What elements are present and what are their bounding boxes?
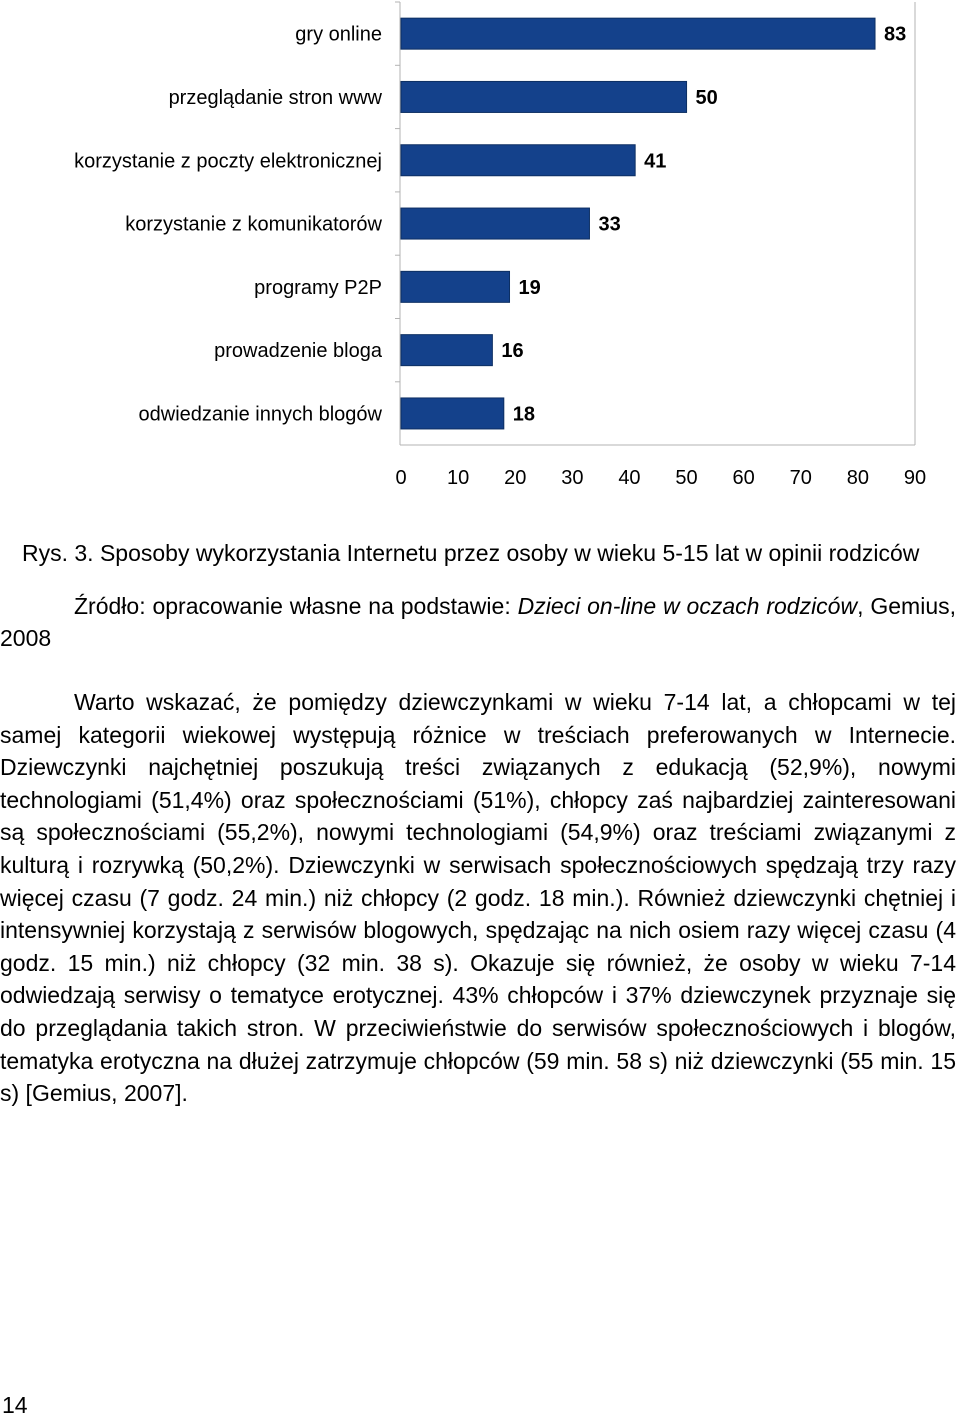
bar-1: [400, 80, 688, 113]
x-tick-label-1: 10: [447, 467, 469, 489]
x-tick-label-9: 90: [904, 467, 926, 489]
value-labels: 83 50 41 33 19 16 18: [501, 24, 906, 426]
bar-2: [400, 144, 636, 177]
source-title: Dzieci on-line w oczach rodziców: [517, 593, 858, 619]
value-label-3: 33: [598, 214, 620, 236]
x-tick-label-7: 70: [790, 467, 812, 489]
x-tick-label-3: 30: [561, 467, 583, 489]
bar-chart: gry online przeglądanie stron www korzysta…: [74, 1, 926, 489]
figure-caption: Rys. 3. Sposoby wykorzystania Internetu …: [22, 540, 920, 566]
value-label-2: 41: [644, 150, 666, 172]
x-axis-ticks: 0 10 20 30 40 50 60 70 80 90: [395, 467, 926, 489]
category-label-5: prowadzenie bloga: [214, 340, 383, 362]
x-tick-label-0: 0: [395, 467, 406, 489]
category-labels: gry online przeglądanie stron www korzysta…: [74, 24, 383, 426]
category-label-1: przeglądanie stron www: [169, 87, 383, 109]
source-prefix: Źródło: opracowanie własne na podstawie:: [74, 593, 518, 619]
x-tick-label-5: 50: [675, 467, 697, 489]
category-label-4: programy P2P: [254, 277, 382, 299]
x-tick-label-8: 80: [847, 467, 869, 489]
bar-5: [400, 334, 493, 367]
bar-4: [400, 270, 511, 303]
value-label-4: 19: [519, 277, 541, 299]
value-label-5: 16: [501, 340, 523, 362]
plot-frame: [395, 1, 916, 446]
source-suffix: , Gemius, 2008: [0, 593, 957, 651]
category-label-0: gry online: [295, 24, 382, 46]
category-label-2: korzystanie z poczty elektronicznej: [74, 150, 382, 172]
category-label-6: odwiedzanie innych blogów: [139, 403, 383, 425]
figure-source: Źródło: opracowanie własne na podstawie:…: [0, 590, 956, 654]
x-tick-label-6: 60: [733, 467, 755, 489]
category-label-3: korzystanie z komunikatorów: [125, 214, 382, 236]
x-tick-label-2: 20: [504, 467, 526, 489]
page-number: 14: [2, 1392, 28, 1418]
x-tick-label-4: 40: [618, 467, 640, 489]
value-label-1: 50: [696, 87, 718, 109]
bar-3: [400, 207, 590, 240]
value-label-6: 18: [513, 403, 535, 425]
bar-0: [400, 17, 876, 50]
bars: [400, 17, 876, 430]
bar-6: [400, 397, 505, 430]
body-paragraph: Warto wskazać, że pomiędzy dziewczynkami…: [0, 689, 956, 1107]
value-label-0: 83: [884, 24, 906, 46]
